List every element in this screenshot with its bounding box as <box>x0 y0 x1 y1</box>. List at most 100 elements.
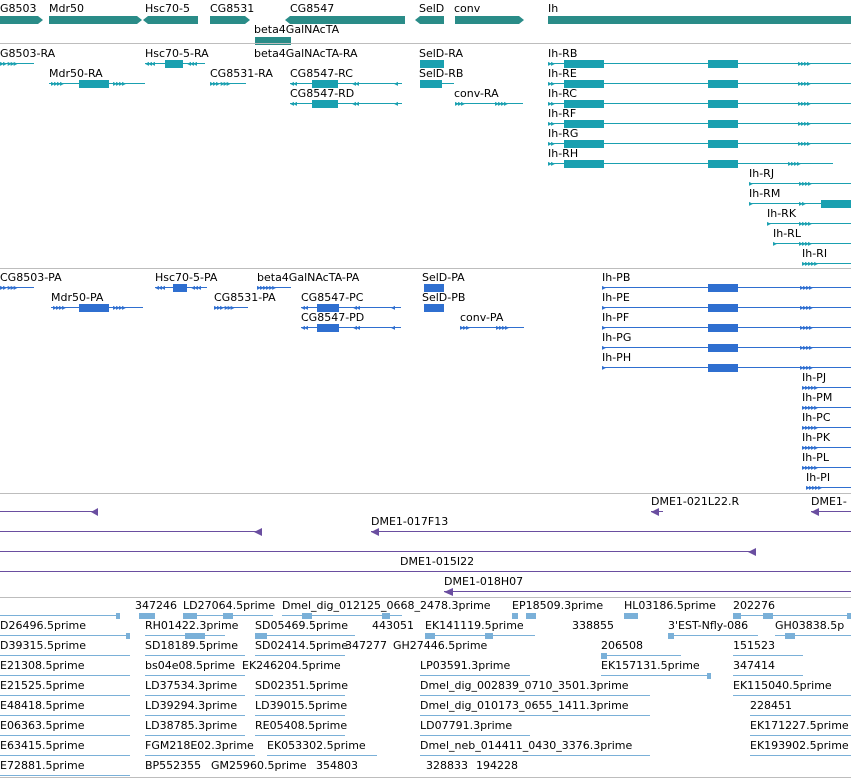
est-label[interactable]: E21525.5prime <box>0 679 85 692</box>
transcript-label[interactable]: Ih-RC <box>548 87 577 100</box>
est-label[interactable]: E21308.5prime <box>0 659 85 672</box>
est-glyph[interactable] <box>0 753 130 759</box>
protein-label[interactable]: beta4GalNAcTA-PA <box>257 271 360 284</box>
est-glyph[interactable] <box>733 693 851 699</box>
est-glyph[interactable] <box>750 753 851 759</box>
est-glyph[interactable] <box>601 673 711 679</box>
protein-glyph[interactable]: ▸▸▸▸▸▸ <box>257 284 291 292</box>
est-glyph[interactable] <box>255 733 345 739</box>
transcript-glyph[interactable]: ◂◂ ◂◂ ◂ <box>290 100 402 108</box>
protein-label[interactable]: Ih-PC <box>802 411 831 424</box>
est-glyph[interactable] <box>255 713 345 719</box>
transcript-glyph[interactable]: ◂◂◂ ◂◂◂ <box>145 60 205 68</box>
protein-label[interactable]: Ih-PJ <box>802 371 827 384</box>
est-label[interactable]: GM25960.5prime <box>211 759 307 772</box>
protein-glyph[interactable]: ▸▸▸ ▸▸▸ <box>214 304 248 312</box>
gene-bar[interactable] <box>285 16 405 24</box>
est-label[interactable]: LD39015.5prime <box>255 699 348 712</box>
protein-label[interactable]: SelD-PA <box>422 271 465 284</box>
est-glyph[interactable] <box>0 713 130 719</box>
est-label[interactable]: EK115040.5prime <box>733 679 832 692</box>
cdna-alignment[interactable] <box>0 568 851 576</box>
est-label[interactable]: D39315.5prime <box>0 639 87 652</box>
gene-label[interactable]: conv <box>454 2 481 15</box>
cdna-alignment[interactable] <box>444 588 851 596</box>
est-label[interactable]: 347246 <box>135 599 177 612</box>
est-label[interactable]: SD05469.5prime <box>255 619 348 632</box>
protein-label[interactable]: Ih-PF <box>602 311 630 324</box>
cdna-label[interactable]: DME1- <box>811 495 847 508</box>
est-glyph[interactable] <box>145 693 245 699</box>
protein-glyph[interactable]: ▸▸▸▸▸ <box>802 384 851 392</box>
transcript-glyph[interactable] <box>420 80 454 88</box>
est-label[interactable]: EP18509.3prime <box>512 599 604 612</box>
cdna-alignment[interactable] <box>651 508 663 516</box>
protein-glyph[interactable]: ▸▸ ▸▸▸ <box>0 284 34 292</box>
est-glyph[interactable] <box>0 653 130 659</box>
est-label[interactable]: SD18189.5prime <box>145 639 238 652</box>
est-label[interactable]: FGM218E02.3prime <box>145 739 254 752</box>
transcript-label[interactable]: Ih-RF <box>548 107 577 120</box>
transcript-label[interactable]: Mdr50-RA <box>49 67 103 80</box>
protein-glyph[interactable]: ▸▸▸▸▸ <box>602 344 851 352</box>
est-glyph[interactable] <box>624 613 638 619</box>
transcript-glyph[interactable]: ▸ ▸▸ <box>749 200 851 208</box>
protein-label[interactable]: Ih-PB <box>602 271 631 284</box>
est-label[interactable]: D26496.5prime <box>0 619 87 632</box>
cdna-alignment[interactable] <box>0 528 262 536</box>
gene-bar[interactable] <box>415 16 444 24</box>
protein-glyph[interactable]: ▸▸▸▸▸ <box>602 364 851 372</box>
est-label[interactable]: 151523 <box>733 639 775 652</box>
est-label[interactable]: GH27446.5prime <box>393 639 488 652</box>
est-glyph[interactable] <box>255 693 345 699</box>
protein-label[interactable]: CG8547-PD <box>301 311 365 324</box>
transcript-label[interactable]: conv-RA <box>454 87 499 100</box>
est-glyph[interactable] <box>0 773 130 779</box>
transcript-glyph[interactable]: ▸▸ ▸▸▸▸ <box>548 60 851 68</box>
est-label[interactable]: BP552355 <box>145 759 202 772</box>
protein-glyph[interactable]: ◂◂◂ ◂◂◂ <box>155 284 207 292</box>
transcript-glyph[interactable]: ▸▸▸▸▸ <box>802 260 851 268</box>
protein-glyph[interactable]: ▸▸▸▸▸ <box>806 484 851 492</box>
protein-glyph[interactable]: ▸▸▸▸▸ <box>802 424 851 432</box>
est-label[interactable]: EK171227.5prime <box>750 719 849 732</box>
protein-glyph[interactable] <box>424 284 444 292</box>
est-glyph[interactable] <box>0 613 120 619</box>
est-glyph[interactable] <box>267 753 377 759</box>
cdna-label[interactable]: DME1-021L22.R <box>651 495 740 508</box>
est-glyph[interactable] <box>733 613 851 619</box>
transcript-glyph[interactable]: ▸▸ ▸▸▸ <box>0 60 34 68</box>
est-label[interactable]: 328833 <box>426 759 468 772</box>
transcript-label[interactable]: SelD-RA <box>419 47 463 60</box>
est-glyph[interactable] <box>668 633 758 639</box>
est-label[interactable]: LD07791.3prime <box>420 719 513 732</box>
est-glyph[interactable] <box>733 653 803 659</box>
protein-label[interactable]: Ih-PK <box>802 431 831 444</box>
est-label[interactable]: LD27064.5prime <box>183 599 276 612</box>
est-label[interactable]: LD38785.3prime <box>145 719 238 732</box>
est-label[interactable]: EK193902.5prime <box>750 739 849 752</box>
transcript-glyph[interactable] <box>420 60 444 68</box>
protein-glyph[interactable]: ▸▸▸▸▸ <box>802 444 851 452</box>
protein-label[interactable]: Ih-PE <box>602 291 630 304</box>
protein-label[interactable]: Mdr50-PA <box>51 291 104 304</box>
est-glyph[interactable] <box>420 693 650 699</box>
est-glyph[interactable] <box>145 653 245 659</box>
protein-label[interactable]: CG8503-PA <box>0 271 62 284</box>
transcript-label[interactable]: CG8547-RC <box>290 67 353 80</box>
est-glyph[interactable] <box>420 753 650 759</box>
transcript-label[interactable]: Ih-RI <box>802 247 828 260</box>
est-label[interactable]: E48418.5prime <box>0 699 85 712</box>
est-glyph[interactable] <box>255 633 355 639</box>
est-label[interactable]: LP03591.3prime <box>420 659 511 672</box>
transcript-label[interactable]: G8503-RA <box>0 47 56 60</box>
cdna-label[interactable]: DME1-018H07 <box>444 575 524 588</box>
transcript-label[interactable]: CG8547-RD <box>290 87 355 100</box>
transcript-label[interactable]: SelD-RB <box>419 67 464 80</box>
transcript-label[interactable]: Ih-RE <box>548 67 577 80</box>
est-label[interactable]: EK157131.5prime <box>601 659 700 672</box>
protein-glyph[interactable]: ▸▸▸▸▸ <box>802 404 851 412</box>
transcript-glyph[interactable]: ▸▸▸▸▸ <box>773 240 851 248</box>
est-label[interactable]: 202276 <box>733 599 775 612</box>
est-glyph[interactable] <box>255 653 345 659</box>
